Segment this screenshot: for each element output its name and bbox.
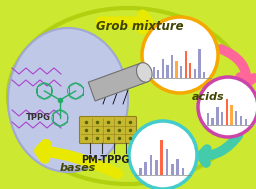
Bar bbox=[153, 67, 155, 78]
Ellipse shape bbox=[136, 63, 152, 82]
Bar bbox=[203, 71, 205, 78]
Bar bbox=[207, 113, 209, 125]
Bar bbox=[235, 111, 238, 125]
Bar bbox=[189, 63, 191, 78]
Bar bbox=[185, 51, 187, 78]
Bar bbox=[162, 59, 164, 78]
Text: TPPG: TPPG bbox=[26, 114, 50, 122]
Bar bbox=[240, 116, 242, 125]
Bar bbox=[157, 70, 159, 78]
Polygon shape bbox=[88, 63, 148, 101]
Bar bbox=[144, 162, 147, 175]
Bar bbox=[211, 118, 214, 125]
Bar bbox=[221, 112, 223, 125]
Bar bbox=[244, 119, 247, 125]
Bar bbox=[175, 61, 178, 78]
Bar bbox=[166, 149, 168, 175]
Bar bbox=[155, 160, 158, 175]
Text: PM-TPPG: PM-TPPG bbox=[81, 155, 129, 165]
Bar bbox=[230, 105, 233, 125]
Bar bbox=[166, 65, 169, 78]
Ellipse shape bbox=[8, 8, 248, 184]
FancyBboxPatch shape bbox=[80, 116, 136, 143]
Bar bbox=[160, 140, 163, 175]
Bar bbox=[176, 159, 179, 175]
Bar bbox=[182, 168, 185, 175]
Ellipse shape bbox=[8, 28, 128, 172]
Bar bbox=[180, 66, 182, 78]
Text: acids: acids bbox=[192, 92, 224, 102]
Bar bbox=[226, 99, 228, 125]
Bar bbox=[171, 55, 173, 78]
Circle shape bbox=[198, 77, 256, 137]
Bar bbox=[194, 69, 196, 78]
Circle shape bbox=[129, 121, 197, 189]
Text: bases: bases bbox=[60, 163, 96, 173]
Text: Grob mixture: Grob mixture bbox=[96, 20, 184, 33]
Bar bbox=[198, 49, 200, 78]
Bar bbox=[216, 107, 219, 125]
Circle shape bbox=[142, 17, 218, 93]
Bar bbox=[171, 164, 174, 175]
Bar bbox=[150, 155, 152, 175]
Bar bbox=[139, 168, 142, 175]
